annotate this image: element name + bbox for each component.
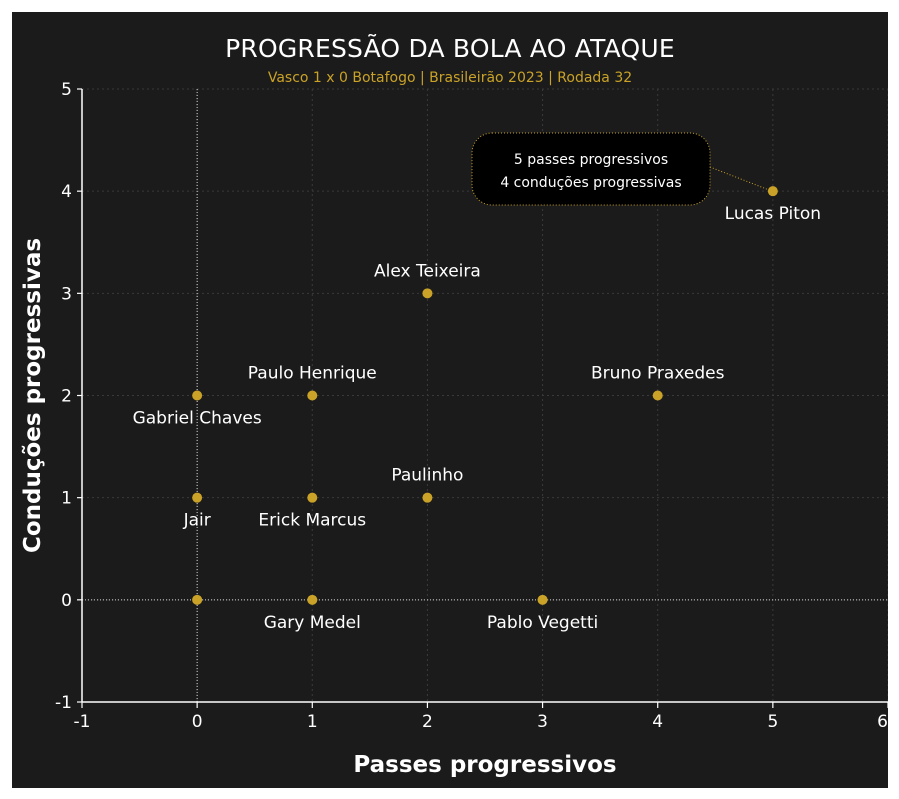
- data-point: [307, 390, 318, 401]
- point-label: Bruno Praxedes: [591, 364, 725, 384]
- y-tick-label: 2: [61, 387, 72, 407]
- x-tick-label: 5: [767, 712, 778, 732]
- y-tick-label: 5: [61, 80, 72, 100]
- data-point: [307, 492, 318, 503]
- data-point: [422, 492, 433, 503]
- point-label: Gabriel Chaves: [133, 409, 262, 429]
- x-tick-label: 4: [652, 712, 663, 732]
- point-label: Alex Teixeira: [374, 261, 481, 281]
- x-axis-label: Passes progressivos: [353, 752, 616, 778]
- point-label: Erick Marcus: [258, 511, 366, 531]
- point-label: Paulinho: [391, 466, 463, 486]
- data-point: [192, 492, 203, 503]
- chart-frame: PROGRESSÃO DA BOLA AO ATAQUE Vasco 1 x 0…: [12, 12, 888, 788]
- x-tick-label: 3: [537, 712, 548, 732]
- data-point: [767, 186, 778, 197]
- point-label: Jair: [183, 511, 211, 531]
- point-label: Lucas Piton: [725, 204, 821, 224]
- x-tick-label: 2: [422, 712, 433, 732]
- y-axis-label: Conduções progressivas: [20, 238, 46, 553]
- y-tick-label: 0: [61, 591, 72, 611]
- y-tick-label: 1: [61, 489, 72, 509]
- data-point: [422, 288, 433, 299]
- annotation-box: [471, 132, 711, 206]
- data-point: [192, 390, 203, 401]
- point-label: Pablo Vegetti: [487, 613, 598, 633]
- scatter-plot: -1 0 1 2 3 4 5 6 -1 0 1 2 3 4 5 Passes progressivos Cond…: [20, 80, 888, 778]
- data-point: [192, 594, 203, 605]
- point-label: Gary Medel: [264, 613, 361, 633]
- y-tick-label: 4: [61, 182, 72, 202]
- x-tick-label: -1: [74, 712, 91, 732]
- chart-title: PROGRESSÃO DA BOLA AO ATAQUE: [225, 34, 675, 63]
- x-tick-label: 0: [192, 712, 203, 732]
- chart-subtitle: Vasco 1 x 0 Botafogo | Brasileirão 2023 …: [267, 70, 633, 86]
- data-point: [537, 594, 548, 605]
- annotation-line: 5 passes progressivos: [514, 152, 668, 168]
- point-label: Paulo Henrique: [248, 364, 377, 384]
- data-point: [307, 594, 318, 605]
- annotation-connector: [709, 166, 768, 190]
- x-tick-label: 1: [307, 712, 318, 732]
- y-tick-label: 3: [61, 284, 72, 304]
- y-tick-label: -1: [55, 693, 72, 713]
- annotation-line: 4 conduções progressivas: [500, 175, 681, 191]
- data-point: [652, 390, 663, 401]
- x-tick-label: 6: [877, 712, 888, 732]
